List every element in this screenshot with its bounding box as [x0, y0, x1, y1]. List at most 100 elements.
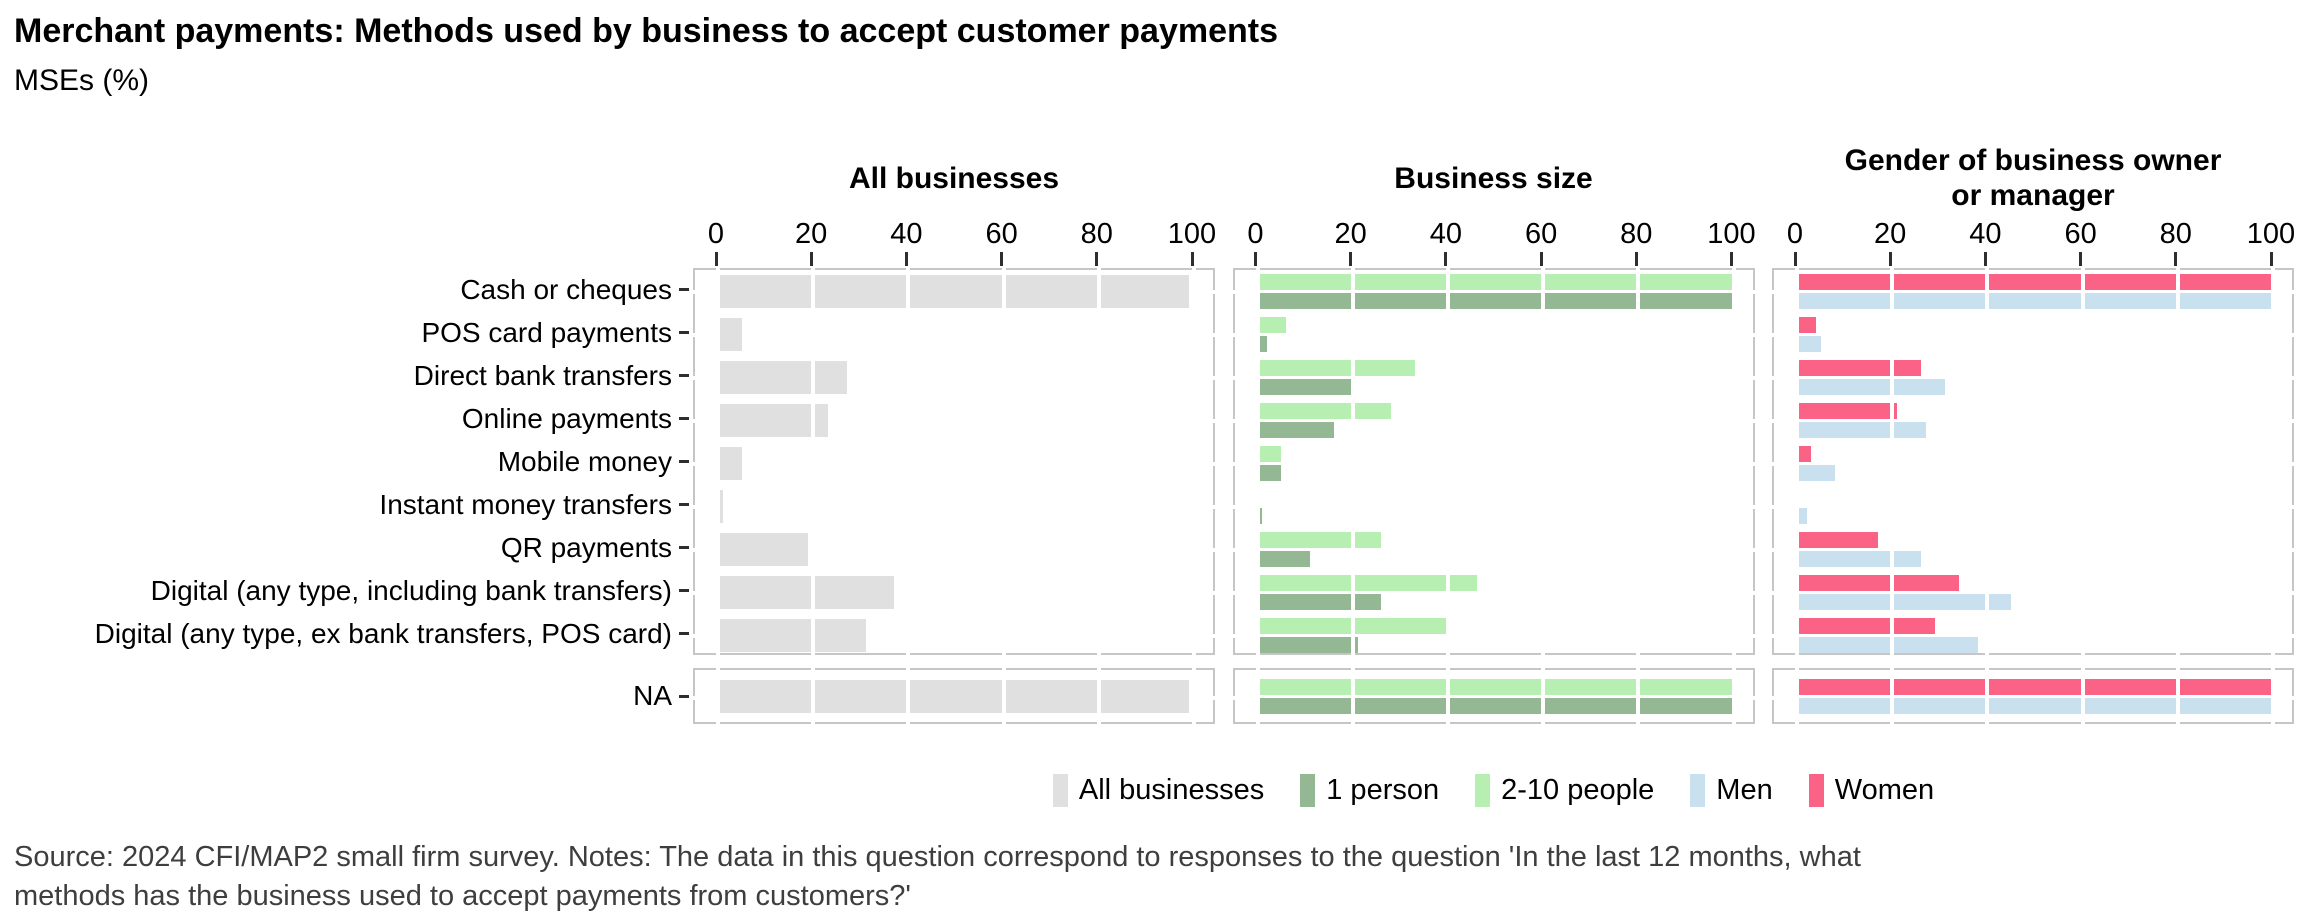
v-gridline — [1795, 668, 1799, 724]
bar-men — [1797, 422, 1926, 438]
v-gridline — [1731, 668, 1736, 724]
legend-label: 1 person — [1326, 773, 1440, 806]
x-axis-tick — [904, 252, 908, 266]
panel-title: Gender of business owner or manager — [1772, 140, 2294, 216]
bar-men — [1797, 379, 1945, 395]
x-axis-tick-label: 0 — [707, 218, 725, 250]
x-axis-tick — [2269, 252, 2273, 266]
bar-women — [1797, 679, 2273, 695]
x-axis-tick-label: 20 — [1334, 218, 1367, 250]
v-gridline — [2271, 268, 2275, 655]
v-gridline — [1001, 268, 1006, 655]
bar-men — [1797, 551, 1921, 567]
panel-main — [1772, 268, 2294, 655]
x-axis-tick-label: 0 — [1786, 218, 1804, 250]
v-gridline — [2175, 668, 2180, 724]
x-axis-tick — [2079, 252, 2083, 266]
bar-all-businesses — [718, 275, 1190, 308]
h-gridline — [1232, 461, 1755, 466]
h-gridline — [693, 633, 1215, 638]
x-axis-tick-label: 40 — [890, 218, 923, 250]
v-gridline — [1890, 268, 1895, 655]
x-axis-tick-label: 20 — [1874, 218, 1907, 250]
v-gridline — [1096, 268, 1101, 655]
bar-1-person — [1257, 508, 1263, 524]
bar-all-businesses — [718, 318, 742, 351]
category-label: Cash or cheques — [460, 273, 672, 305]
panel-main — [693, 268, 1215, 655]
bar-men — [1797, 336, 1821, 352]
x-axis-tick — [1000, 252, 1004, 266]
y-axis-tick — [679, 694, 689, 698]
v-gridline — [1636, 668, 1641, 724]
bar-1-person — [1257, 551, 1310, 567]
v-gridline — [811, 268, 816, 655]
x-axis-tick-label: 80 — [1620, 218, 1653, 250]
bar-1-person — [1257, 379, 1353, 395]
v-gridline — [716, 268, 720, 655]
bar-men — [1797, 508, 1807, 524]
category-label: QR payments — [500, 531, 672, 563]
bar-2-10-people — [1257, 317, 1287, 333]
bar-men — [1797, 637, 1978, 653]
v-gridline — [1192, 268, 1196, 655]
x-axis-tick — [1983, 252, 1987, 266]
v-gridline — [2271, 668, 2275, 724]
bar-all-businesses — [718, 404, 828, 437]
v-gridline — [1541, 268, 1546, 655]
x-axis-tick-label: 60 — [985, 218, 1018, 250]
panel-na — [693, 668, 1215, 724]
bar-all-businesses — [718, 490, 723, 523]
h-gridline — [1232, 332, 1755, 337]
x-axis-tick — [1254, 252, 1257, 266]
bar-2-10-people — [1257, 532, 1382, 548]
bar-1-person — [1257, 698, 1734, 714]
x-axis-tick — [714, 252, 718, 266]
bar-all-businesses — [718, 576, 895, 609]
h-gridline — [1232, 504, 1755, 509]
legend-swatch — [1475, 773, 1491, 807]
bar-2-10-people — [1257, 403, 1391, 419]
panel-na — [1232, 668, 1755, 724]
panel-title: Business size — [1233, 140, 1755, 216]
legend-item: 2-10 people — [1475, 773, 1654, 807]
x-axis-tick — [1730, 252, 1733, 266]
bar-all-businesses — [718, 361, 847, 394]
v-gridline — [1636, 268, 1641, 655]
bar-all-businesses — [718, 533, 809, 566]
legend-label: All businesses — [1078, 773, 1265, 806]
v-gridline — [2175, 268, 2180, 655]
v-gridline — [1890, 668, 1895, 724]
v-gridline — [1985, 668, 1990, 724]
x-axis-tick-label: 80 — [1080, 218, 1113, 250]
bar-men — [1797, 465, 1836, 481]
source-note: Source: 2024 CFI/MAP2 small firm survey.… — [14, 841, 1861, 912]
bar-women — [1797, 575, 1959, 591]
bar-men — [1797, 293, 2273, 309]
bar-2-10-people — [1257, 575, 1477, 591]
x-axis-tick-label: 80 — [2159, 218, 2192, 250]
bar-women — [1797, 403, 1897, 419]
v-gridline — [906, 268, 911, 655]
bar-all-businesses — [718, 679, 1190, 713]
x-axis-tick-label: 100 — [1707, 218, 1756, 250]
category-label: Mobile money — [497, 445, 672, 477]
h-gridline — [1232, 418, 1755, 423]
h-gridline — [693, 332, 1215, 337]
v-gridline — [1985, 268, 1990, 655]
y-axis-tick — [679, 331, 689, 334]
v-gridline — [1795, 268, 1799, 655]
v-gridline — [716, 668, 720, 724]
h-gridline — [693, 461, 1215, 466]
legend-swatch — [1690, 773, 1706, 807]
x-axis-tick — [2174, 252, 2178, 266]
bar-1-person — [1257, 594, 1382, 610]
legend-item: Women — [1808, 773, 1934, 807]
bar-men — [1797, 698, 2273, 714]
v-gridline — [1001, 668, 1006, 724]
panel-title: All businesses — [693, 140, 1215, 216]
chart-title: Merchant payments: Methods used by busin… — [14, 12, 1278, 50]
legend-item: All businesses — [1052, 773, 1265, 807]
panel-title-line: or manager — [1951, 179, 2115, 212]
